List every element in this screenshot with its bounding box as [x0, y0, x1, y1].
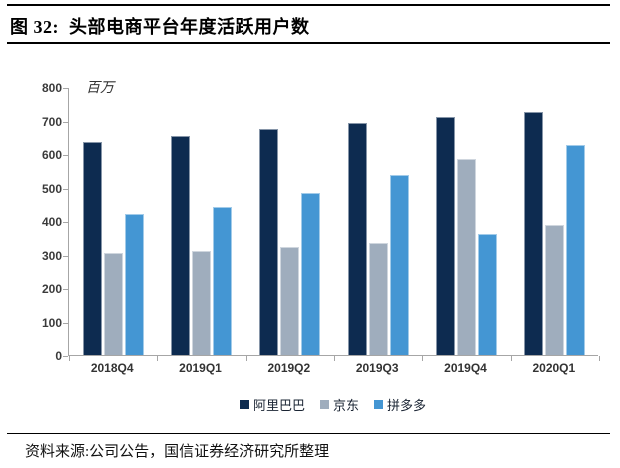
x-axis-labels: 2018Q4 2019Q1 2019Q2 2019Q3 2019Q4 2020Q1: [68, 361, 598, 379]
x-axis-tick-label: 2019Q2: [267, 361, 311, 375]
legend-swatch-icon: [319, 400, 329, 409]
figure-title: 图 32: 头部电商平台年度活跃用户数: [10, 17, 310, 37]
y-axis-tick-label: 200: [41, 282, 62, 296]
legend-label: 拼多多: [387, 398, 427, 413]
x-axis-tick-mark: [245, 356, 247, 361]
legend-item-阿里巴巴: 阿里巴巴: [239, 395, 305, 414]
y-axis-tick-label: 400: [41, 215, 62, 229]
source-note: 资料来源:公司公告，国信证券经济研究所整理: [25, 444, 330, 460]
y-axis-labels: 0 100 200 300 400 500 600 700 800: [18, 0, 62, 468]
y-axis-tick-label: 700: [41, 114, 62, 129]
footer-divider: [7, 433, 610, 434]
bar-拼多多-2019Q3: [389, 175, 409, 355]
y-axis-tick-mark: [63, 88, 68, 89]
bar-阿里巴巴-2019Q3: [347, 122, 367, 355]
x-axis-tick-mark: [334, 356, 335, 361]
legend-item-拼多多: 拼多多: [374, 395, 426, 414]
bar-京东-2019Q1: [192, 251, 211, 355]
bar-拼多多-2018Q4: [124, 214, 144, 355]
y-axis-tick-label: 600: [41, 148, 62, 162]
x-axis-tick-mark: [69, 356, 70, 361]
title-divider: [7, 42, 610, 44]
x-axis-tick-label: 2019Q1: [179, 361, 222, 375]
x-axis-tick-mark: [157, 356, 159, 361]
x-axis-tick-mark: [510, 356, 512, 361]
bar-阿里巴巴-2019Q4: [436, 116, 455, 355]
legend-swatch-icon: [374, 400, 383, 409]
bar-group-2020Q1: [524, 111, 586, 355]
bar-阿里巴巴-2019Q1: [171, 135, 190, 355]
top-divider: [7, 4, 610, 6]
y-axis-tick-mark: [63, 222, 68, 223]
bar-group-2019Q1: [171, 135, 232, 355]
bar-阿里巴巴-2019Q2: [259, 129, 279, 355]
x-axis-tick-label: 2019Q4: [444, 361, 487, 375]
y-axis-tick-label: 0: [55, 349, 62, 363]
bar-拼多多-2019Q1: [213, 206, 232, 355]
bar-拼多多-2020Q1: [566, 144, 586, 355]
y-axis-tick-mark: [63, 188, 68, 190]
y-axis-tick-label: 100: [41, 315, 62, 330]
bar-京东-2019Q3: [368, 243, 388, 355]
bar-group-2019Q4: [436, 116, 497, 355]
y-axis-tick-mark: [63, 356, 68, 357]
x-axis-tick-label: 2020Q1: [532, 361, 576, 375]
y-axis-tick-mark: [63, 255, 68, 257]
x-axis-tick-label: 2018Q4: [90, 361, 134, 375]
bar-拼多多-2019Q4: [478, 233, 497, 355]
bar-京东-2019Q4: [457, 159, 476, 355]
legend-label: 阿里巴巴: [252, 398, 305, 413]
chart-legend: 阿里巴巴 京东 拼多多: [68, 395, 598, 414]
bar-京东-2018Q4: [103, 252, 123, 355]
bar-京东-2019Q2: [280, 247, 300, 355]
bar-阿里巴巴-2020Q1: [524, 111, 544, 355]
x-axis-tick-mark: [599, 356, 600, 361]
plot-area: [63, 88, 600, 361]
y-axis-tick-mark: [63, 322, 68, 324]
x-axis-tick-label: 2019Q3: [355, 361, 399, 375]
y-axis-tick-label: 800: [41, 81, 62, 95]
bar-group-2019Q3: [347, 122, 409, 355]
y-axis-tick-mark: [63, 155, 68, 156]
x-axis-tick-mark: [422, 356, 424, 361]
y-axis-tick-mark: [63, 121, 68, 123]
bar-group-2018Q4: [82, 141, 144, 355]
legend-label: 京东: [332, 398, 359, 413]
legend-swatch-icon: [239, 400, 249, 409]
bar-阿里巴巴-2018Q4: [82, 141, 102, 355]
bar-拼多多-2019Q2: [301, 193, 321, 355]
bar-group-2019Q2: [259, 129, 321, 355]
y-axis-tick-label: 500: [41, 181, 62, 196]
y-axis-tick-mark: [63, 289, 68, 290]
bar-京东-2020Q1: [545, 225, 565, 355]
legend-item-京东: 京东: [319, 395, 359, 414]
y-axis-unit-label: 百万: [86, 81, 114, 96]
y-axis-tick-label: 300: [41, 248, 62, 263]
